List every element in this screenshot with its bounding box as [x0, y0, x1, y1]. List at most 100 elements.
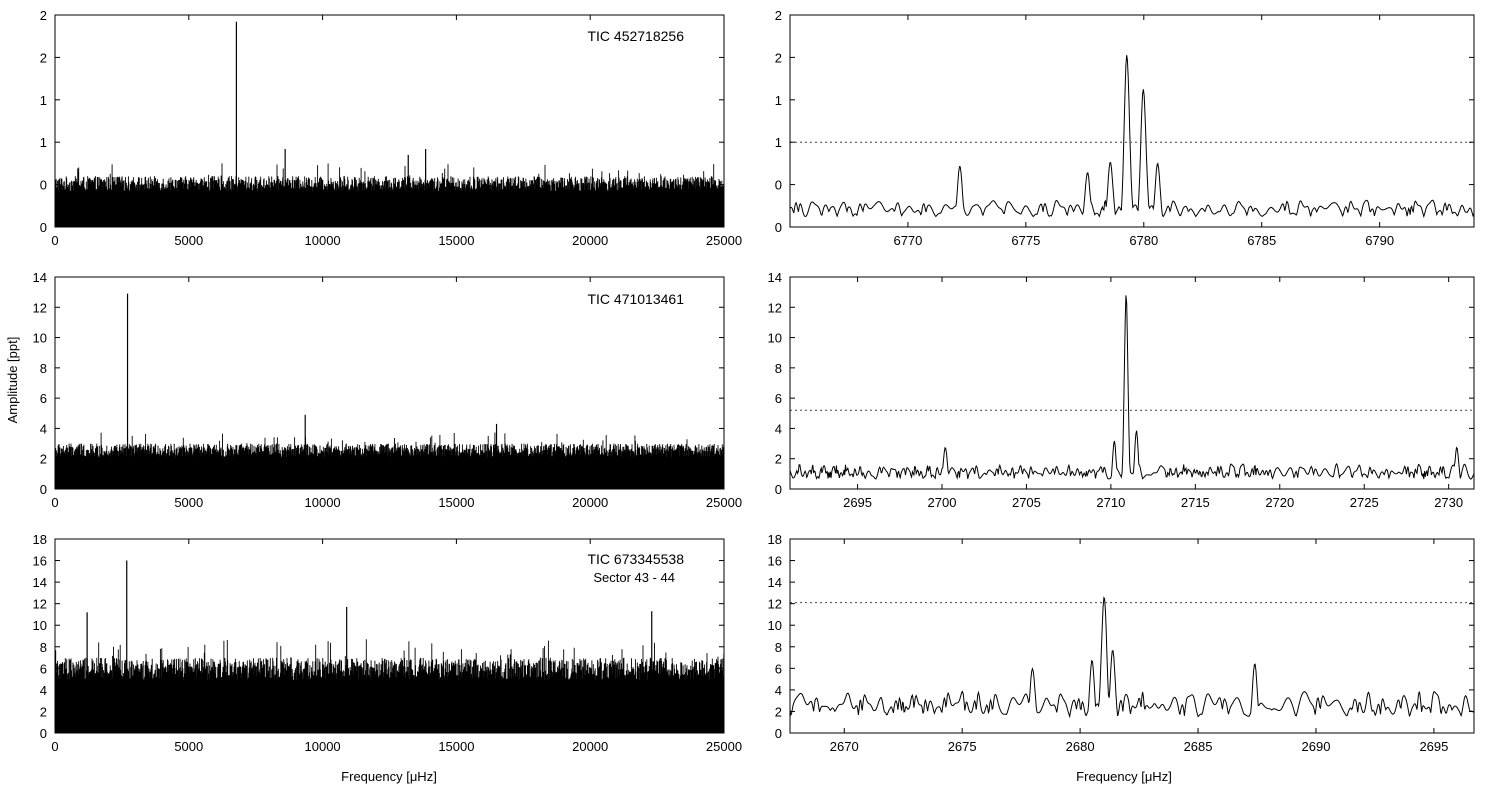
y-tick-label: 14: [33, 270, 47, 285]
x-tick-label: 2720: [1265, 495, 1294, 510]
x-tick-label: 5000: [174, 739, 203, 754]
y-tick-label: 2: [40, 50, 47, 65]
y-tick-label: 16: [33, 554, 47, 569]
y-tick-label: 2: [775, 452, 782, 467]
y-tick-label: 6: [40, 391, 47, 406]
y-tick-label: 12: [768, 597, 782, 612]
x-tick-label: 2695: [1419, 739, 1448, 754]
y-axis-label: Amplitude [ppt]: [5, 337, 20, 424]
panel1-star-name: TIC 452718256: [587, 28, 684, 44]
x-tick-label: 2710: [1096, 495, 1125, 510]
panel-p1-zoom: 6770 6775 6780 6785 6790 0 0 1 1 2 2: [775, 8, 1475, 248]
y-tick-label: 4: [40, 421, 47, 436]
y-tick-label: 0: [40, 220, 47, 235]
y-tick-label: 10: [33, 618, 47, 633]
noise-band: [55, 686, 724, 733]
panel-p3-zoom: 2670 2675 2680 2685 2690 2695 0 2 4 6 8 10 12 14 16 18: [768, 532, 1475, 754]
y-tick-label: 6: [40, 661, 47, 676]
noise-band: [55, 460, 724, 489]
y-tick-label: 0: [40, 482, 47, 497]
amplitude-spectrum: [789, 596, 1475, 719]
y-tick-label: 2: [775, 704, 782, 719]
y-tick-label: 1: [775, 135, 782, 150]
y-tick-label: 12: [33, 300, 47, 315]
x-tick-label: 6770: [893, 233, 922, 248]
panel-p3-full: 0 5000 10000 15000 20000 25000 0 2 4 6 8 10 12 14 16 18: [33, 532, 743, 754]
x-axis-label-right: Frequency [μHz]: [1076, 769, 1172, 784]
x-tick-label: 2690: [1302, 739, 1331, 754]
y-tick-label: 2: [775, 8, 782, 23]
x-tick-label: 6790: [1365, 233, 1394, 248]
x-tick-label: 20000: [572, 233, 608, 248]
panel3-sector-note: Sector 43 - 44: [593, 570, 675, 585]
x-tick-label: 10000: [305, 495, 341, 510]
panel-p2-full: 0 5000 10000 15000 20000 25000 0 2 4 6 8 10 12 14: [33, 270, 743, 510]
panel3-star-name: TIC 673345538: [587, 551, 684, 567]
y-tick-label: 0: [40, 726, 47, 741]
x-tick-label: 2670: [830, 739, 859, 754]
y-tick-label: 4: [775, 421, 782, 436]
y-tick-label: 14: [768, 270, 782, 285]
y-tick-label: 2: [40, 8, 47, 23]
y-tick-label: 8: [775, 640, 782, 655]
y-tick-label: 0: [775, 726, 782, 741]
x-tick-label: 6780: [1129, 233, 1158, 248]
x-tick-label: 0: [51, 233, 58, 248]
x-tick-label: 0: [51, 739, 58, 754]
x-tick-label: 2700: [928, 495, 957, 510]
plot-frame: [789, 538, 1475, 734]
plot-frame: [54, 14, 725, 228]
y-tick-label: 2: [40, 704, 47, 719]
x-tick-label: 10000: [305, 739, 341, 754]
x-tick-label: 15000: [438, 739, 474, 754]
y-tick-label: 18: [33, 532, 47, 547]
plot-frame: [54, 276, 725, 490]
y-tick-label: 14: [33, 575, 47, 590]
y-tick-label: 4: [40, 683, 47, 698]
y-tick-label: 10: [768, 331, 782, 346]
x-tick-label: 5000: [174, 233, 203, 248]
amplitude-spectrum: [789, 295, 1475, 480]
x-tick-label: 25000: [706, 739, 742, 754]
amplitude-spectrum: [789, 55, 1475, 219]
x-tick-label: 2675: [948, 739, 977, 754]
panel2-star-name: TIC 471013461: [587, 291, 684, 307]
x-tick-label: 10000: [305, 233, 341, 248]
y-tick-label: 8: [40, 361, 47, 376]
y-tick-label: 6: [775, 661, 782, 676]
x-tick-label: 15000: [438, 233, 474, 248]
x-tick-label: 25000: [706, 233, 742, 248]
y-tick-label: 0: [775, 482, 782, 497]
x-axis-label-left: Frequency [μHz]: [341, 769, 437, 784]
x-tick-label: 2730: [1434, 495, 1463, 510]
y-tick-label: 4: [775, 683, 782, 698]
noise-band: [55, 195, 724, 227]
y-tick-label: 8: [775, 361, 782, 376]
x-tick-label: 20000: [572, 739, 608, 754]
x-tick-label: 2715: [1181, 495, 1210, 510]
x-tick-label: 5000: [174, 495, 203, 510]
x-tick-label: 2695: [843, 495, 872, 510]
y-tick-label: 2: [775, 50, 782, 65]
x-tick-label: 20000: [572, 495, 608, 510]
y-tick-label: 0: [40, 178, 47, 193]
x-tick-label: 6775: [1011, 233, 1040, 248]
y-tick-label: 14: [768, 575, 782, 590]
y-tick-label: 1: [40, 135, 47, 150]
y-tick-label: 8: [40, 640, 47, 655]
x-tick-label: 2680: [1066, 739, 1095, 754]
x-tick-label: 25000: [706, 495, 742, 510]
x-tick-label: 15000: [438, 495, 474, 510]
x-tick-label: 2725: [1350, 495, 1379, 510]
plot-frame: [54, 538, 725, 734]
x-tick-label: 2705: [1012, 495, 1041, 510]
y-tick-label: 16: [768, 554, 782, 569]
y-tick-label: 18: [768, 532, 782, 547]
y-tick-label: 10: [768, 618, 782, 633]
panel-p2-zoom: 2695 2700 2705 2710 2715 2720 2725 2730 0 2 4 6 8 10 1…: [768, 270, 1475, 510]
x-tick-label: 2685: [1184, 739, 1213, 754]
y-tick-label: 12: [33, 597, 47, 612]
plot-frame: [789, 14, 1475, 228]
